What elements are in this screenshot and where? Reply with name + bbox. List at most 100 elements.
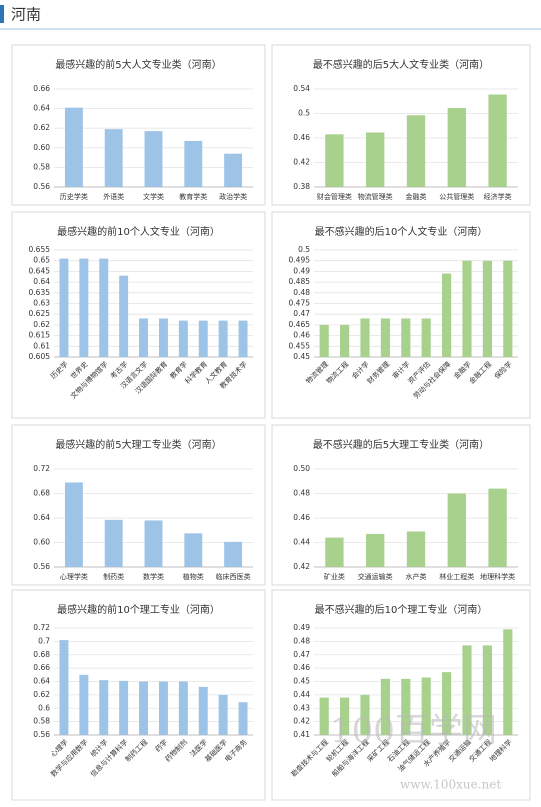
chart: 最感兴趣的前5大理工专业类（河南） 0.56 0.60 0.64 0.68 0.72 心理学… xyxy=(11,424,266,586)
y-tick-label: 0.43 xyxy=(293,703,310,712)
watermark-logo: 100百学网 xyxy=(330,711,497,751)
header-marker xyxy=(0,5,4,23)
bar xyxy=(104,519,123,567)
y-tick-label: 0.60 xyxy=(33,538,50,547)
bar xyxy=(488,488,507,567)
x-tick-label: 金融类 xyxy=(406,192,427,201)
bar xyxy=(64,107,83,187)
chart-title: 最感兴趣的前10个人文专业（河南） xyxy=(57,225,220,238)
bar xyxy=(139,318,149,357)
y-tick-label: 0.6 xyxy=(38,703,50,712)
bar xyxy=(360,694,370,735)
chart: 最感兴趣的前10个理工专业（河南） 0.56 0.58 0.6 0.62 0.64 0.66… xyxy=(11,589,266,801)
x-tick-label: 制药类 xyxy=(103,572,124,581)
bar xyxy=(79,674,89,735)
x-tick-label: 交通运输类 xyxy=(358,572,393,581)
bar xyxy=(462,645,472,735)
bar xyxy=(319,324,329,357)
bar xyxy=(401,678,411,735)
x-tick-label: 外语类 xyxy=(103,192,124,201)
y-tick-label: 0.50 xyxy=(293,464,310,473)
chart: 最感兴趣的前5大人文专业类（河南） 0.56 0.58 0.60 0.62 0.64 0.6… xyxy=(11,44,266,206)
y-tick-label: 0.46 xyxy=(293,331,310,340)
chart-panel xyxy=(271,44,531,206)
x-tick-label: 物流管理类 xyxy=(358,192,393,201)
bar xyxy=(184,533,203,567)
bar xyxy=(325,134,344,187)
y-tick-label: 0.66 xyxy=(33,663,50,672)
y-tick-label: 0.7 xyxy=(38,636,50,645)
header-title: 河南 xyxy=(11,6,41,24)
y-tick-label: 0.625 xyxy=(29,309,51,318)
x-tick-label: 矿业类 xyxy=(324,572,345,581)
bar xyxy=(119,275,129,357)
chart-title: 最感兴趣的前5大理工专业类（河南） xyxy=(55,438,221,451)
bar xyxy=(178,320,188,357)
bar xyxy=(325,537,344,567)
y-tick-label: 0.635 xyxy=(29,288,51,297)
bar xyxy=(406,531,426,567)
x-tick-label: 林业工程类 xyxy=(439,572,474,581)
y-tick-label: 0.62 xyxy=(33,123,50,132)
bar xyxy=(366,132,385,187)
y-tick-label: 0.46 xyxy=(293,513,310,522)
bar xyxy=(421,318,431,357)
bar xyxy=(218,694,228,735)
bar xyxy=(144,520,163,567)
chart-title: 最感兴趣的前10个理工专业（河南） xyxy=(57,603,220,616)
y-tick-label: 0.60 xyxy=(33,143,50,152)
x-tick-label: 心理学类 xyxy=(60,572,88,581)
y-tick-label: 0.45 xyxy=(293,677,310,686)
y-tick-label: 0.63 xyxy=(33,299,50,308)
chart-panel xyxy=(11,424,266,586)
x-tick-label: 经济学类 xyxy=(484,192,512,201)
chart-panel xyxy=(271,424,531,586)
y-tick-label: 0.64 xyxy=(33,513,50,522)
bar xyxy=(218,320,228,357)
bar xyxy=(360,318,370,357)
chart-panel xyxy=(11,211,266,419)
bar xyxy=(482,260,492,357)
bar xyxy=(366,533,385,567)
bar xyxy=(380,318,390,357)
bar xyxy=(158,318,168,357)
y-tick-label: 0.47 xyxy=(293,650,310,659)
x-tick-label: 数学类 xyxy=(143,572,164,581)
y-tick-label: 0.62 xyxy=(33,690,50,699)
bar xyxy=(139,681,149,735)
chart-title: 最不感兴趣的后5大理工专业类（河南） xyxy=(313,438,489,451)
x-tick-label: 文学类 xyxy=(143,192,164,201)
y-tick-label: 0.485 xyxy=(289,277,311,286)
bar xyxy=(421,677,431,735)
bar xyxy=(340,697,350,735)
bar xyxy=(104,129,123,187)
y-tick-label: 0.42 xyxy=(293,158,310,167)
bar xyxy=(447,107,466,187)
bar xyxy=(442,672,452,735)
x-tick-label: 水产类 xyxy=(406,572,427,581)
bar xyxy=(224,153,243,187)
y-tick-label: 0.68 xyxy=(33,650,50,659)
bar xyxy=(462,260,472,357)
bar xyxy=(319,697,329,735)
chart-title: 最不感兴趣的后10个理工专业（河南） xyxy=(315,603,488,616)
y-tick-label: 0.41 xyxy=(293,730,310,739)
x-tick-label: 植物类 xyxy=(183,572,204,581)
bar xyxy=(482,645,492,735)
chart-title: 最不感兴趣的后10个人文专业（河南） xyxy=(315,225,488,238)
chart-panel xyxy=(11,44,266,206)
y-tick-label: 0.72 xyxy=(33,623,50,632)
y-tick-label: 0.47 xyxy=(293,309,310,318)
bar xyxy=(178,681,188,735)
y-tick-label: 0.58 xyxy=(33,717,50,726)
y-tick-label: 0.56 xyxy=(33,730,50,739)
y-tick-label: 0.655 xyxy=(29,245,51,254)
x-tick-label: 公共管理类 xyxy=(439,192,474,201)
bar xyxy=(447,493,466,567)
bar xyxy=(503,260,513,357)
y-tick-label: 0.66 xyxy=(33,84,50,93)
bar xyxy=(224,541,243,567)
bar xyxy=(238,702,248,735)
y-tick-label: 0.61 xyxy=(33,341,50,350)
